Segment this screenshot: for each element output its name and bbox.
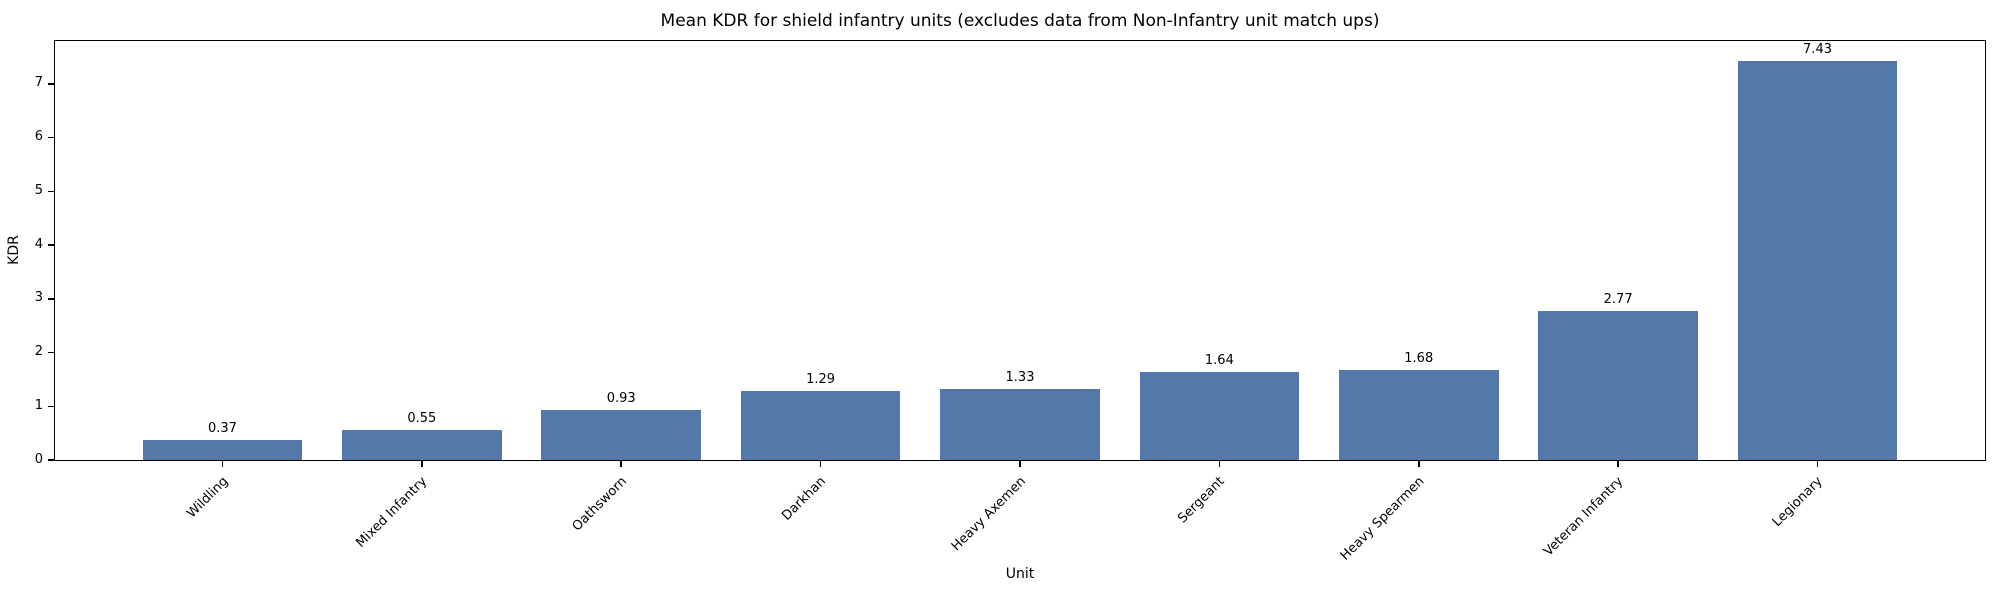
bar-value-label: 1.29 <box>806 371 836 387</box>
x-tick-label: Veteran Infantry <box>1541 474 1627 560</box>
x-tick-label: Sergeant <box>1175 474 1228 527</box>
bar <box>142 440 303 460</box>
bar <box>1538 311 1698 460</box>
y-tick <box>48 405 54 408</box>
bar-value-label: 7.43 <box>1803 41 1832 57</box>
y-tick <box>48 136 54 139</box>
bar <box>1737 60 1898 460</box>
bar-value-label: 0.55 <box>407 411 437 427</box>
y-tick-label: 5 <box>34 182 43 198</box>
y-tick-label: 7 <box>34 75 43 91</box>
y-tick <box>48 298 54 300</box>
x-tick <box>819 461 822 467</box>
y-tick <box>48 190 54 193</box>
x-tick-label: Oathsworn <box>569 474 630 535</box>
y-tick-label: 2 <box>34 344 43 360</box>
bar <box>541 410 701 460</box>
x-tick-label: Legionary <box>1770 474 1827 530</box>
x-tick <box>620 461 622 467</box>
y-tick-label: 0 <box>34 451 43 467</box>
x-tick <box>1816 461 1819 467</box>
x-axis-label: Unit <box>1005 566 1035 582</box>
chart-title: Mean KDR for shield infantry units (excl… <box>660 11 1380 31</box>
bar-value-label: 1.64 <box>1204 352 1234 368</box>
x-tick-label: Darkhan <box>779 474 830 524</box>
x-tick-label: Wildling <box>183 474 232 522</box>
bar-value-label: 0.37 <box>207 421 237 437</box>
x-tick <box>1019 461 1021 467</box>
x-tick <box>421 461 423 467</box>
y-tick-label: 1 <box>34 397 43 413</box>
x-tick-label: Heavy Spearmen <box>1337 474 1428 564</box>
bar <box>740 390 901 460</box>
x-tick-label: Mixed Infantry <box>353 474 431 551</box>
x-tick-label: Heavy Axemen <box>948 474 1029 555</box>
bar <box>940 388 1100 460</box>
bar <box>1139 371 1300 460</box>
bar <box>342 430 502 460</box>
y-tick-label: 4 <box>34 236 43 252</box>
y-tick <box>48 244 54 246</box>
y-tick <box>48 83 54 85</box>
bar <box>1339 369 1499 460</box>
y-tick <box>48 459 54 461</box>
y-tick <box>48 351 54 354</box>
x-tick <box>221 461 224 467</box>
y-tick-label: 6 <box>34 129 43 145</box>
x-tick <box>1617 461 1619 467</box>
bar-value-label: 1.68 <box>1404 350 1434 366</box>
bar-value-label: 2.77 <box>1603 292 1633 308</box>
bar-value-label: 1.33 <box>1005 369 1035 385</box>
plot-area: 0 1 2 3 4 5 6 7 0.37 Wildling 0.55 Mixed Infantry 0.… <box>35 40 1986 564</box>
x-tick <box>1218 461 1221 467</box>
x-tick <box>1418 461 1420 467</box>
bar-value-label: 0.93 <box>606 391 636 407</box>
y-tick-label: 3 <box>34 290 43 306</box>
